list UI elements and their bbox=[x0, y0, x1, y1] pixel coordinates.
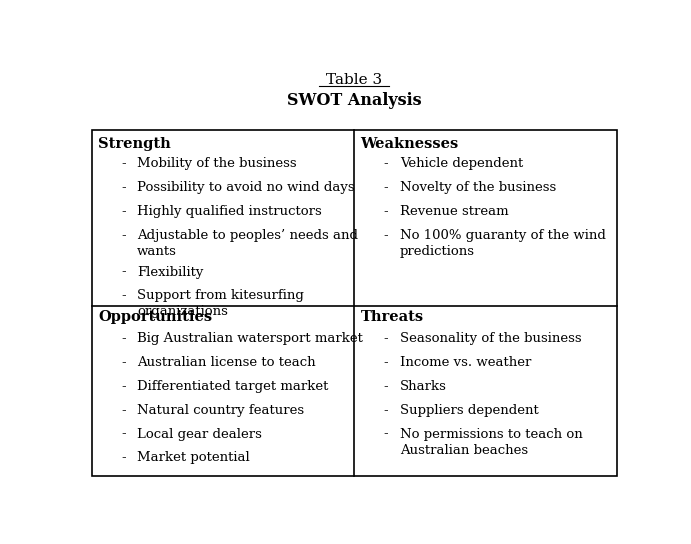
Text: wants: wants bbox=[138, 245, 177, 258]
Text: Threats: Threats bbox=[361, 310, 424, 324]
Text: Possibility to avoid no wind days: Possibility to avoid no wind days bbox=[138, 181, 355, 194]
Text: No 100% guaranty of the wind: No 100% guaranty of the wind bbox=[399, 229, 605, 242]
Text: -: - bbox=[121, 332, 126, 345]
Text: Local gear dealers: Local gear dealers bbox=[138, 428, 262, 441]
Text: Opportunities: Opportunities bbox=[98, 310, 212, 324]
Text: Weaknesses: Weaknesses bbox=[361, 137, 459, 151]
Text: -: - bbox=[121, 404, 126, 417]
Text: Novelty of the business: Novelty of the business bbox=[399, 181, 556, 194]
Text: Australian license to teach: Australian license to teach bbox=[138, 356, 316, 369]
Text: -: - bbox=[384, 229, 388, 242]
Bar bbox=[92, 130, 616, 476]
Text: Market potential: Market potential bbox=[138, 452, 250, 465]
Text: -: - bbox=[384, 404, 388, 417]
Text: predictions: predictions bbox=[399, 245, 475, 258]
Text: Support from kitesurfing: Support from kitesurfing bbox=[138, 289, 304, 302]
Text: Mobility of the business: Mobility of the business bbox=[138, 157, 297, 170]
Text: -: - bbox=[121, 380, 126, 393]
Text: -: - bbox=[121, 157, 126, 170]
Text: Natural country features: Natural country features bbox=[138, 404, 304, 417]
Text: Highly qualified instructors: Highly qualified instructors bbox=[138, 205, 322, 218]
Text: -: - bbox=[384, 380, 388, 393]
Text: Table 3: Table 3 bbox=[326, 73, 382, 87]
Text: Sharks: Sharks bbox=[399, 380, 446, 393]
Text: Australian beaches: Australian beaches bbox=[399, 443, 528, 456]
Text: -: - bbox=[384, 157, 388, 170]
Text: -: - bbox=[121, 181, 126, 194]
Text: -: - bbox=[121, 428, 126, 441]
Text: -: - bbox=[384, 205, 388, 218]
Text: Differentiated target market: Differentiated target market bbox=[138, 380, 329, 393]
Text: -: - bbox=[384, 356, 388, 369]
Text: Suppliers dependent: Suppliers dependent bbox=[399, 404, 538, 417]
Text: -: - bbox=[384, 428, 388, 441]
Text: Adjustable to peoples’ needs and: Adjustable to peoples’ needs and bbox=[138, 229, 358, 242]
Text: Income vs. weather: Income vs. weather bbox=[399, 356, 531, 369]
Text: Seasonality of the business: Seasonality of the business bbox=[399, 332, 581, 345]
Text: organizations: organizations bbox=[138, 305, 228, 318]
Text: -: - bbox=[384, 181, 388, 194]
Text: -: - bbox=[121, 265, 126, 279]
Text: SWOT Analysis: SWOT Analysis bbox=[287, 92, 422, 109]
Text: -: - bbox=[384, 332, 388, 345]
Text: Flexibility: Flexibility bbox=[138, 265, 204, 279]
Text: Vehicle dependent: Vehicle dependent bbox=[399, 157, 523, 170]
Text: -: - bbox=[121, 205, 126, 218]
Text: -: - bbox=[121, 452, 126, 465]
Text: -: - bbox=[121, 289, 126, 302]
Text: -: - bbox=[121, 229, 126, 242]
Text: -: - bbox=[121, 356, 126, 369]
Text: No permissions to teach on: No permissions to teach on bbox=[399, 428, 583, 441]
Text: Big Australian watersport market: Big Australian watersport market bbox=[138, 332, 363, 345]
Text: Strength: Strength bbox=[98, 137, 171, 151]
Text: Revenue stream: Revenue stream bbox=[399, 205, 509, 218]
